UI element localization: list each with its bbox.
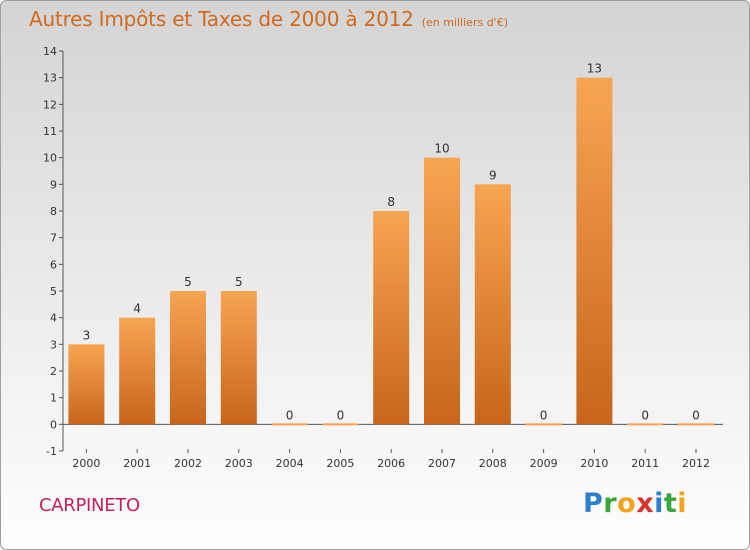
bar — [119, 317, 156, 425]
y-tick-label: 3 — [50, 338, 57, 351]
x-tick-label: 2006 — [377, 457, 405, 470]
x-tick-label: 2005 — [326, 457, 354, 470]
y-tick-label: 6 — [50, 258, 57, 271]
bar — [525, 423, 562, 426]
y-tick-label: 14 — [43, 45, 57, 58]
chart-title: Autres Impôts et Taxes de 2000 à 2012 (en… — [29, 7, 508, 31]
y-tick-label: 13 — [43, 72, 57, 85]
bar-value-label: 5 — [184, 275, 192, 289]
y-tick-label: 4 — [50, 312, 57, 325]
y-tick-label: 1 — [50, 392, 57, 405]
x-tick-label: 2012 — [682, 457, 710, 470]
town-name: CARPINETO — [39, 495, 140, 516]
x-tick-label: 2002 — [174, 457, 202, 470]
y-tick-label: 0 — [50, 418, 57, 431]
x-tick-label: 2001 — [123, 457, 151, 470]
proxiti-logo: Proxiti — [583, 488, 687, 519]
x-tick-label: 2009 — [530, 457, 558, 470]
bar — [576, 77, 613, 425]
chart-title-text: Autres Impôts et Taxes de 2000 à 2012 — [29, 7, 414, 31]
x-tick-label: 2000 — [72, 457, 100, 470]
x-tick-label: 2011 — [631, 457, 659, 470]
chart-unit-note: (en milliers d'€) — [421, 16, 508, 29]
bar-value-label: 5 — [235, 275, 243, 289]
x-tick-label: 2003 — [225, 457, 253, 470]
logo-letter: r — [603, 488, 618, 519]
x-tick-label: 2007 — [428, 457, 456, 470]
bar — [322, 423, 359, 426]
bar — [474, 184, 511, 425]
bar-value-label: 10 — [434, 142, 449, 156]
logo-letter: x — [636, 488, 655, 519]
logo-letter: i — [677, 488, 688, 519]
y-tick-label: -1 — [46, 445, 57, 458]
y-tick-label: 12 — [43, 98, 57, 111]
bar — [68, 344, 105, 425]
bar-value-label: 13 — [587, 62, 602, 76]
bar-value-label: 0 — [286, 408, 294, 422]
x-tick-label: 2004 — [276, 457, 304, 470]
bar — [271, 423, 308, 426]
bar-value-label: 0 — [540, 408, 548, 422]
bar — [424, 157, 460, 425]
bar-value-label: 9 — [489, 168, 497, 182]
bar — [627, 423, 664, 426]
bar — [170, 291, 206, 425]
y-tick-label: 8 — [50, 205, 57, 218]
y-tick-label: 7 — [50, 232, 57, 245]
logo-letter: P — [583, 488, 604, 519]
logo-letter: o — [617, 488, 637, 519]
y-tick-label: 5 — [50, 285, 57, 298]
x-tick-label: 2008 — [479, 457, 507, 470]
bar — [373, 211, 410, 425]
y-tick-label: 11 — [43, 125, 57, 138]
logo-letter: t — [663, 488, 678, 519]
bar — [678, 423, 714, 426]
bar-value-label: 3 — [83, 328, 91, 342]
x-tick-label: 2010 — [580, 457, 608, 470]
bar — [220, 291, 257, 425]
bar-value-label: 8 — [387, 195, 395, 209]
bar-value-label: 0 — [641, 408, 649, 422]
bar-value-label: 0 — [692, 408, 700, 422]
y-tick-label: 2 — [50, 365, 57, 378]
bar-value-label: 4 — [133, 302, 141, 316]
y-tick-label: 10 — [43, 152, 57, 165]
logo-letter: i — [654, 488, 664, 519]
y-tick-label: 9 — [50, 178, 57, 191]
bar-value-label: 0 — [337, 408, 345, 422]
